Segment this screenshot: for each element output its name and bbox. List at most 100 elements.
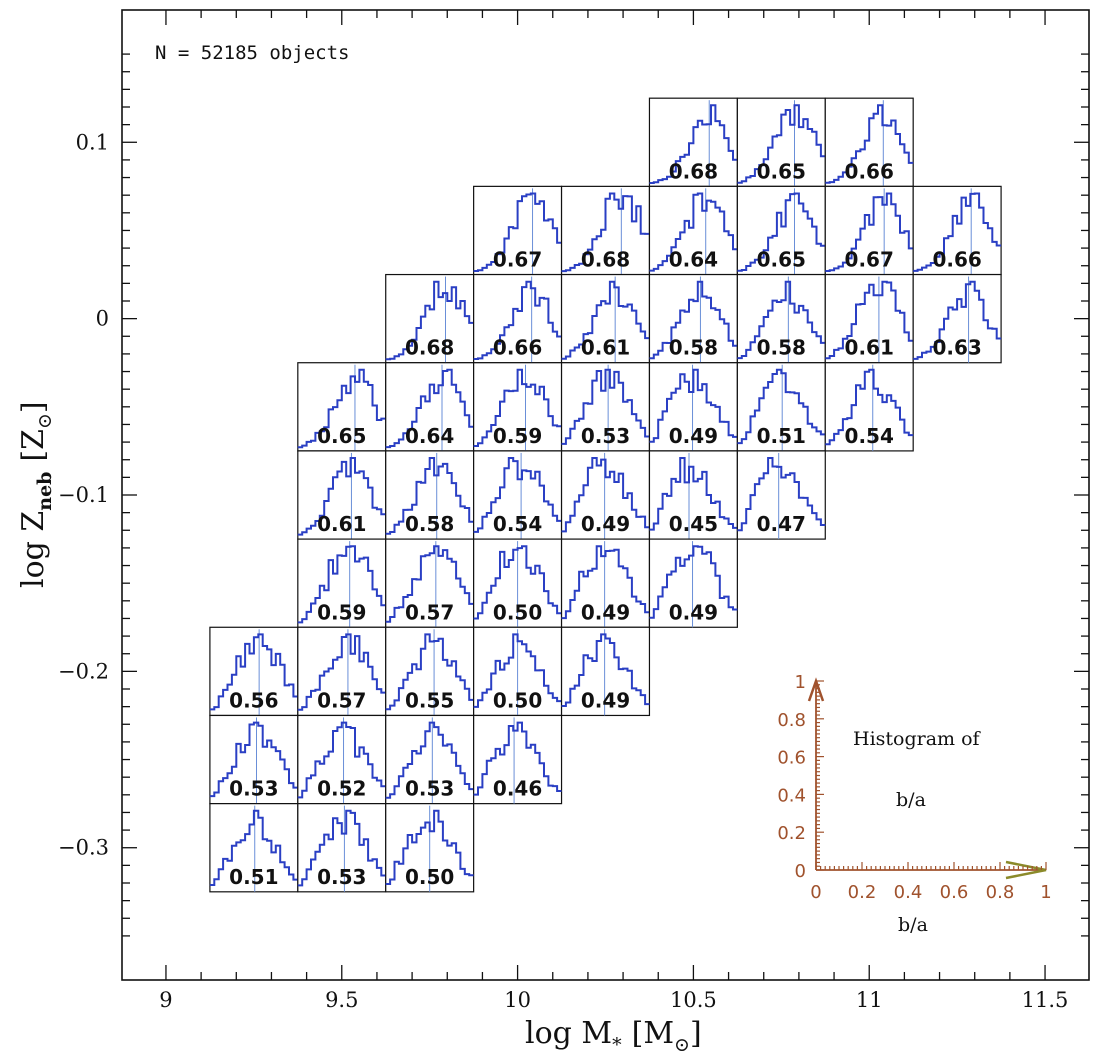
histogram-curve — [385, 368, 474, 449]
median-label: 0.50 — [493, 688, 542, 712]
median-label: 0.64 — [669, 248, 718, 272]
histogram-cell: 0.63 — [912, 273, 1002, 364]
median-label: 0.61 — [581, 336, 630, 360]
median-label: 0.59 — [493, 424, 542, 448]
histogram-curve — [561, 192, 650, 273]
histogram-curve — [561, 457, 650, 533]
histogram-cell: 0.65 — [297, 362, 387, 452]
histogram-curve — [473, 457, 562, 533]
histogram-curve — [561, 368, 650, 445]
cell-frame — [297, 803, 387, 893]
legend-title-line1: Histogram of — [853, 728, 982, 750]
histogram-curve — [825, 104, 914, 184]
histogram-cell: 0.57 — [297, 626, 387, 717]
median-label: 0.68 — [669, 159, 718, 183]
median-label: 0.65 — [317, 424, 366, 448]
histogram-cell: 0.59 — [297, 538, 387, 628]
histogram-curve — [561, 633, 650, 707]
median-label: 0.55 — [405, 688, 454, 712]
legend-y-tick-label: 0.2 — [777, 823, 806, 844]
histogram-cell: 0.54 — [824, 362, 914, 452]
histogram-curve — [649, 545, 738, 619]
cell-frame — [560, 626, 651, 717]
median-label: 0.58 — [669, 336, 718, 360]
y-tick-label: −0.1 — [58, 483, 109, 507]
histogram-cell: 0.67 — [473, 185, 563, 276]
histogram-cell: 0.49 — [560, 450, 651, 540]
legend-y-tick-label: 0.6 — [777, 748, 806, 769]
histogram-cell: 0.61 — [560, 273, 651, 364]
legend-x-tick-label: 0 — [810, 882, 821, 903]
histogram-cell: 0.50 — [473, 538, 563, 628]
histogram-cell: 0.66 — [824, 97, 914, 187]
histogram-curve — [561, 280, 650, 360]
y-tick-label: 0 — [96, 307, 109, 331]
legend-title-line2: b/a — [896, 789, 926, 811]
median-label: 0.66 — [845, 159, 894, 183]
median-label: 0.49 — [669, 600, 718, 624]
histogram-curve — [209, 721, 298, 798]
histogram-cell: 0.50 — [385, 803, 475, 893]
histogram-curve — [825, 368, 914, 446]
cell-frame — [385, 273, 475, 364]
median-label: 0.59 — [317, 600, 366, 624]
histogram-curve — [825, 280, 914, 360]
histogram-curve — [297, 545, 386, 624]
histogram-curve — [737, 192, 826, 272]
histogram-curve — [297, 457, 386, 536]
histogram-curve — [649, 192, 738, 272]
legend-x-tick-label: 0.4 — [894, 882, 923, 903]
median-label: 0.58 — [757, 336, 806, 360]
histogram-curve — [473, 633, 562, 708]
histogram-cell: 0.64 — [648, 185, 738, 276]
axis-ticks — [122, 10, 1089, 980]
histogram-cell: 0.53 — [297, 803, 387, 893]
histogram-cell: 0.47 — [736, 450, 826, 540]
histogram-cell: 0.65 — [736, 185, 826, 276]
histogram-curve — [649, 457, 738, 531]
legend-y-tick-label: 0.8 — [777, 710, 806, 731]
histogram-curve — [385, 545, 474, 623]
y-tick-label: −0.3 — [58, 836, 109, 860]
median-label: 0.54 — [493, 512, 542, 536]
median-label: 0.50 — [493, 600, 542, 624]
histogram-cell: 0.49 — [560, 626, 651, 717]
histogram-curve — [649, 368, 738, 443]
cell-frame — [473, 273, 563, 364]
median-label: 0.46 — [493, 777, 542, 801]
median-label: 0.53 — [581, 424, 630, 448]
histogram-cell: 0.53 — [560, 362, 651, 452]
histogram-cell: 0.53 — [385, 714, 475, 805]
median-label: 0.45 — [669, 512, 718, 536]
legend-y-tick-label: 0 — [795, 861, 806, 882]
legend-x-tick-label: 0.8 — [986, 882, 1015, 903]
histogram-curve — [737, 368, 826, 445]
median-label: 0.68 — [581, 248, 630, 272]
histogram-cell: 0.66 — [912, 185, 1002, 276]
median-label: 0.57 — [405, 600, 454, 624]
legend-x-tick-label: 0.6 — [940, 882, 969, 903]
legend-inset: Histogram of b/a b/a 0 0.2 0.4 0.6 0.8 1 0 0.2 0… — [777, 672, 1051, 936]
histogram-cell: 0.58 — [736, 273, 826, 364]
histogram-curve — [561, 545, 650, 620]
histogram-curve — [209, 633, 298, 711]
median-label: 0.56 — [229, 688, 278, 712]
histogram-cell: 0.57 — [385, 538, 475, 628]
median-label: 0.65 — [757, 159, 806, 183]
histogram-cell: 0.56 — [209, 626, 299, 717]
histogram-curve — [209, 809, 298, 886]
cell-frame — [912, 273, 1002, 364]
y-tick-labels: 0.1 0 −0.1 −0.2 −0.3 — [58, 130, 109, 859]
histogram-curve — [913, 192, 1002, 272]
x-tick-label: 11 — [856, 988, 883, 1012]
histogram-cell: 0.52 — [297, 714, 387, 805]
median-label: 0.66 — [493, 336, 542, 360]
median-label: 0.63 — [932, 336, 981, 360]
legend-x-tick-label: 0.2 — [848, 882, 877, 903]
histogram-cell: 0.64 — [385, 362, 475, 452]
histogram-curve — [473, 368, 562, 447]
median-label: 0.67 — [493, 248, 542, 272]
y-tick-label: 0.1 — [76, 130, 109, 154]
histogram-cell: 0.61 — [297, 450, 387, 540]
